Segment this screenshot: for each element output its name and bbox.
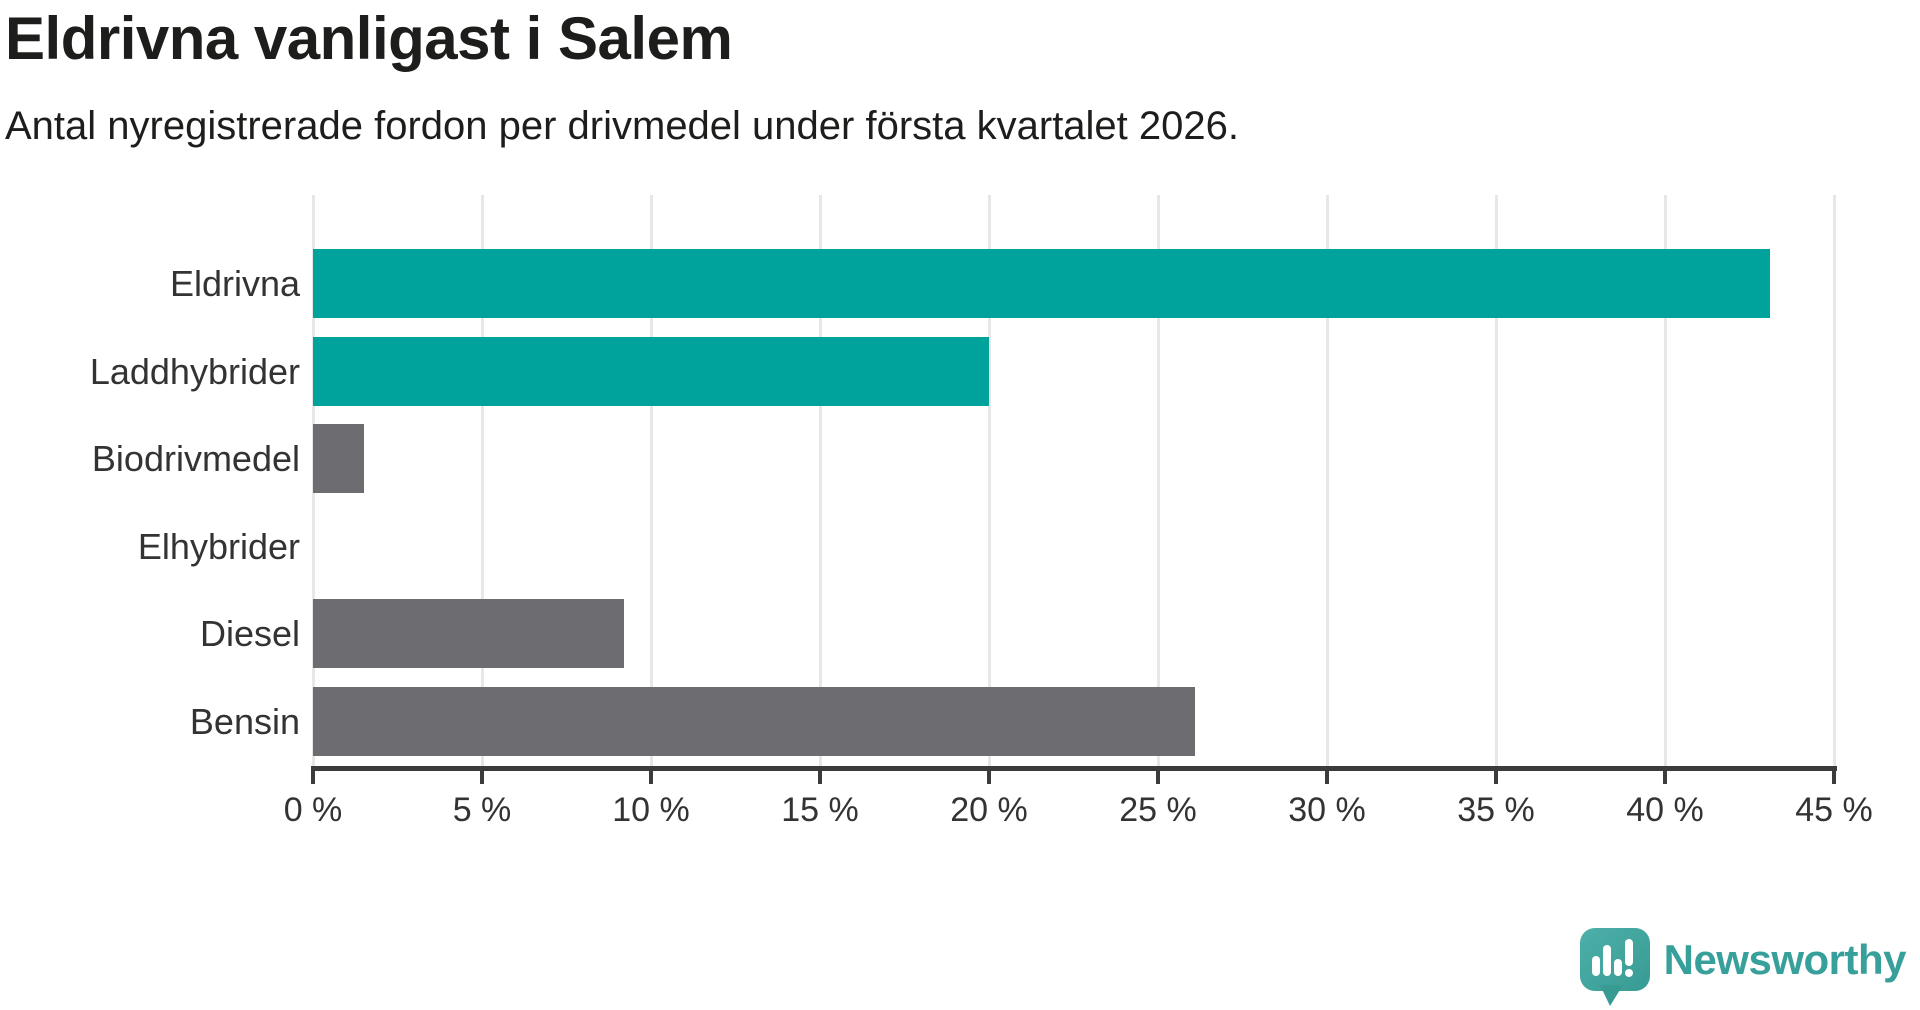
bar-diesel: [313, 599, 624, 668]
category-label-laddhybrider: Laddhybrider: [89, 350, 300, 392]
bar-laddhybrider: [313, 336, 989, 406]
bar-biodrivmedel: [313, 424, 364, 493]
newsworthy-logo: Newsworthy: [1579, 928, 1907, 1006]
tick-label-0: 0 %: [283, 791, 343, 829]
gridline-30: [1325, 195, 1329, 766]
tick-5: [480, 769, 484, 784]
tick-30: [1325, 769, 1329, 784]
tick-label-20: 20 %: [950, 791, 1028, 829]
plot-area: [311, 195, 1836, 766]
tick-0: [311, 769, 315, 784]
gridline-20: [987, 195, 991, 766]
tick-25: [1156, 769, 1160, 784]
tick-40: [1663, 769, 1667, 784]
tick-label-5: 5 %: [452, 791, 512, 829]
tick-15: [818, 769, 822, 784]
category-label-eldrivna: Eldrivna: [169, 263, 300, 304]
x-axis-line: [311, 766, 1837, 771]
gridline-5: [480, 195, 484, 766]
gridline-25: [1156, 195, 1160, 766]
tick-label-10: 10 %: [612, 791, 690, 829]
gridline-10: [649, 195, 653, 766]
bar-eldrivna: [313, 249, 1770, 318]
tick-10: [649, 769, 653, 784]
tick-45: [1832, 769, 1836, 784]
newsworthy-bubble-icon: [1579, 928, 1650, 1006]
tick-label-30: 30 %: [1288, 791, 1366, 829]
category-label-biodrivmedel: Biodrivmedel: [91, 438, 300, 479]
tick-label-45: 45 %: [1795, 791, 1873, 829]
gridline-35: [1494, 195, 1498, 766]
category-label-bensin: Bensin: [189, 700, 300, 742]
tick-label-35: 35 %: [1457, 791, 1535, 829]
gridline-45: [1832, 195, 1836, 766]
tick-label-25: 25 %: [1119, 791, 1197, 829]
tick-label-40: 40 %: [1626, 791, 1704, 829]
tick-label-15: 15 %: [781, 791, 859, 829]
category-label-elhybrider: Elhybrider: [137, 525, 300, 567]
category-label-diesel: Diesel: [199, 613, 300, 654]
bar-chart: Eldrivna Laddhybrider Biodrivmedel Elhybrid…: [0, 195, 1920, 845]
bar-bensin: [313, 686, 1196, 756]
newsworthy-wordmark: Newsworthy: [1663, 936, 1907, 983]
tick-35: [1494, 769, 1498, 784]
gridline-15: [818, 195, 822, 766]
tick-20: [987, 769, 991, 784]
chart-title: Eldrivna vanligast i Salem: [5, 5, 733, 72]
gridline-40: [1663, 195, 1667, 766]
chart-subtitle: Antal nyregistrerade fordon per drivmede…: [5, 104, 1240, 148]
